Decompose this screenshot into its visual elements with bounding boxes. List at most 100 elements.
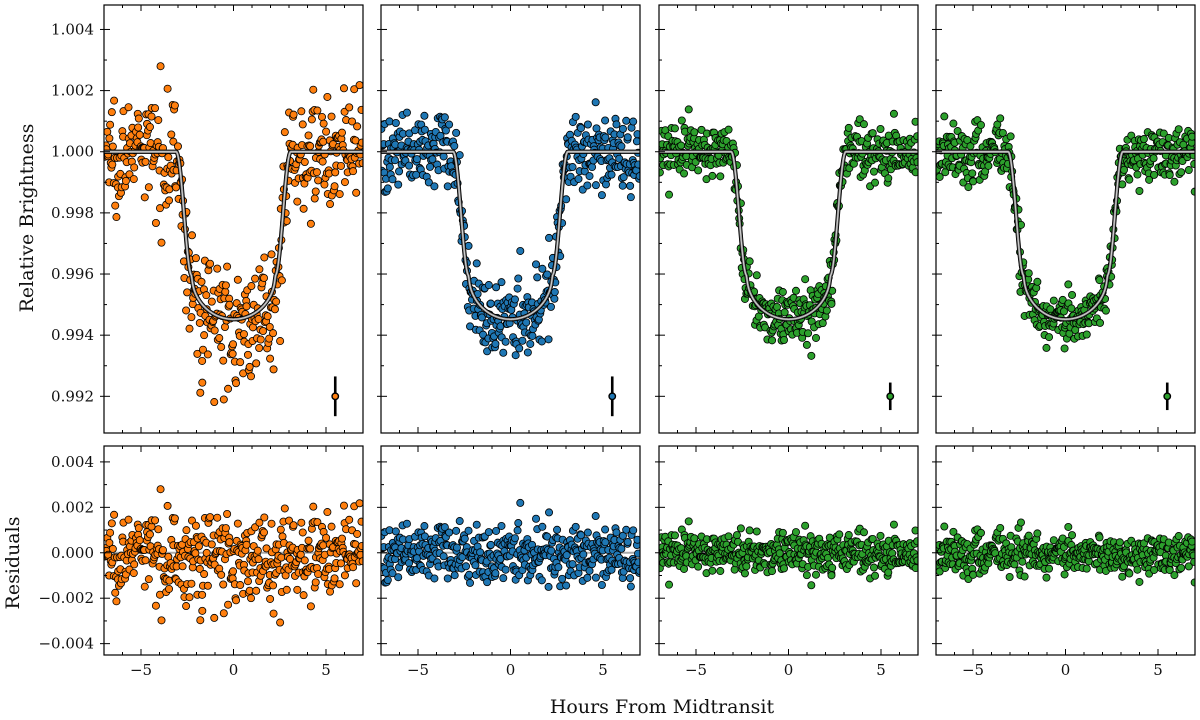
residual-point [144,575,153,584]
data-point [452,128,461,137]
residual-point [1184,562,1193,571]
data-point [1139,135,1148,144]
data-point [1042,343,1051,352]
residual-point [203,581,212,590]
data-point [690,128,699,137]
residual-point [445,528,454,537]
residual-point [269,609,278,618]
residual-point [200,570,209,579]
data-point [280,128,289,137]
data-point [844,123,853,132]
data-point [336,161,345,170]
y-tick-label: 0.996 [51,265,94,283]
data-point [716,172,725,181]
residual-point [311,578,320,587]
data-point [702,175,711,184]
y-tick-label: −0.004 [38,635,94,653]
residual-point [297,518,306,527]
data-point [297,107,306,116]
data-point [574,174,583,183]
residual-point [323,508,332,517]
residual-point [140,582,149,591]
y-axis-label-residuals: Residuals [2,517,24,610]
residual-point [1068,531,1077,540]
data-point [349,167,358,176]
data-point [445,120,454,129]
residual-point [623,538,632,547]
residual-point [1188,537,1195,546]
residual-point [262,544,271,553]
data-point [256,335,265,344]
data-point [124,103,133,112]
data-point [827,299,836,308]
residual-point [110,510,119,519]
residual-point [158,546,167,555]
data-point [424,178,433,187]
data-point [312,168,321,177]
data-point [155,204,164,213]
data-point [173,142,182,151]
data-point [219,356,228,365]
model-line-outline [659,149,918,322]
residual-point [450,571,459,580]
residual-point [247,594,256,603]
residual-point [889,520,898,529]
residual-point [607,565,616,574]
data-point [145,122,154,131]
data-point [310,194,319,203]
data-point [439,152,448,161]
data-point [477,313,486,322]
data-point [108,160,117,169]
x-tick-label: 5 [321,661,331,679]
data-point [182,306,191,315]
residual-point [911,564,918,573]
residual-point [869,563,878,572]
data-point [337,128,346,137]
residual-point [232,596,241,605]
residual-point [1060,570,1069,579]
data-point [940,112,949,121]
data-point [1170,177,1179,186]
residual-point [483,578,492,587]
residual-point [778,528,787,537]
residual-point [267,519,276,528]
residual-point [156,485,165,494]
residual-point [129,569,138,578]
data-point [383,184,392,193]
data-point [319,137,328,146]
data-point [996,114,1005,123]
residual-point [491,569,500,578]
data-point [277,276,286,285]
data-point [213,264,222,273]
data-point [568,163,577,172]
data-point [550,288,559,297]
data-point [1067,304,1076,313]
residual-point [194,542,203,551]
data-point [151,219,160,228]
data-point [515,344,524,353]
data-point [585,172,594,181]
residual-point [106,528,115,537]
model-line-highlight [659,151,918,320]
residual-point [585,566,594,575]
residual-point [633,535,640,544]
residual-point [402,519,411,528]
residual-point [597,581,606,590]
residual-point [835,530,844,539]
residual-point [391,527,400,536]
data-point [869,167,878,176]
data-point [276,337,285,346]
data-point [876,124,885,133]
data-point [289,110,298,119]
y-tick-label: −0.002 [38,589,94,607]
data-point [170,101,179,110]
data-point [601,116,610,125]
data-point [134,114,143,123]
residual-point [107,519,116,528]
x-axis-label: Hours From Midtransit [550,696,775,718]
residual-point [299,591,308,600]
data-point [340,178,349,187]
residual-point [768,567,777,576]
residual-point [612,528,621,537]
residual-point [340,571,349,580]
